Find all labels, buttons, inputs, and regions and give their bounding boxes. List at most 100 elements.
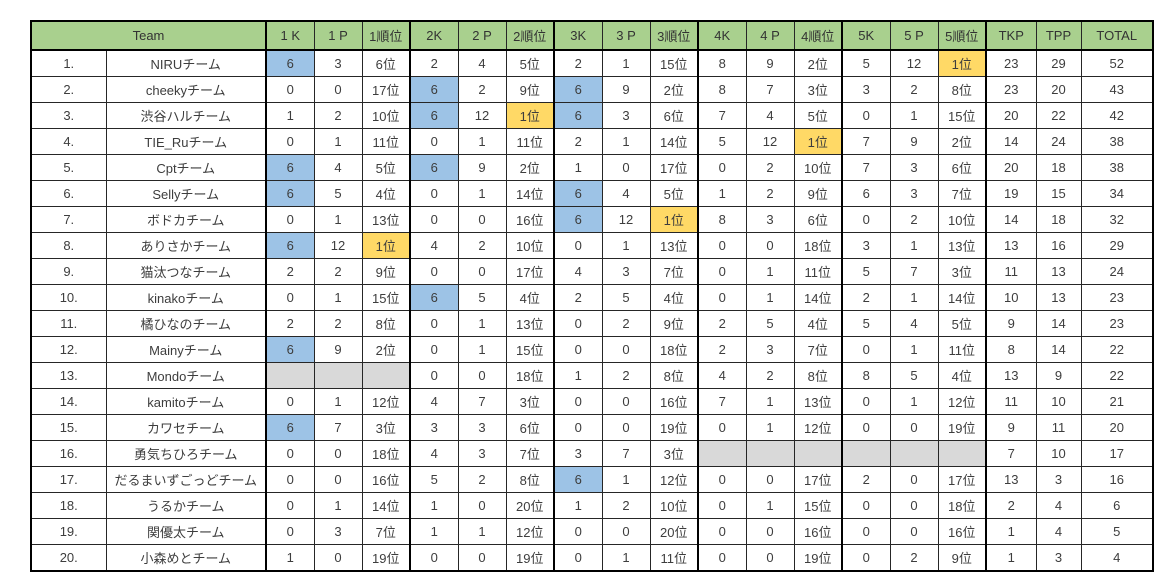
stat-cell: 7 <box>457 388 507 415</box>
stat-cell: 0 <box>457 362 507 389</box>
stat-cell: 6 <box>265 336 315 363</box>
stat-cell: 8 <box>841 362 891 389</box>
header-cell: 4順位 <box>793 20 843 51</box>
team-name-cell: カワセチーム <box>105 414 267 441</box>
stat-cell: 3位 <box>937 258 987 285</box>
stat-cell: 4 <box>553 258 603 285</box>
stat-cell: 18位 <box>361 440 411 467</box>
stat-cell: 3 <box>553 440 603 467</box>
table-row: 6. Sellyチーム 6 5 4位 0 1 14位 6 4 5位 1 2 9位 6 3 7位 19 15 34 <box>30 180 1154 207</box>
stat-cell: 15位 <box>793 492 843 519</box>
header-cell: 2順位 <box>505 20 555 51</box>
stat-cell: 0 <box>841 414 891 441</box>
stat-cell: 38 <box>1080 128 1154 155</box>
stat-cell: 3位 <box>793 76 843 103</box>
stat-cell: 0 <box>457 206 507 233</box>
team-name-cell: Cptチーム <box>105 154 267 181</box>
stat-cell: 9位 <box>793 180 843 207</box>
stat-cell: 12位 <box>361 388 411 415</box>
stat-cell: 5 <box>697 128 747 155</box>
stat-cell: 13 <box>985 466 1037 493</box>
stat-cell: 2 <box>985 492 1037 519</box>
stat-cell: 0 <box>409 544 459 572</box>
stat-cell: 1 <box>409 518 459 545</box>
stat-cell: 6 <box>1080 492 1154 519</box>
rank-cell: 1. <box>30 49 107 77</box>
stat-cell: 8 <box>697 76 747 103</box>
table-row: 2. cheekyチーム 0 0 17位 6 2 9位 6 9 2位 8 7 3位 3 2 8位 23 20 43 <box>30 76 1154 103</box>
stat-cell: 11位 <box>649 544 699 572</box>
stat-cell: 6 <box>553 180 603 207</box>
stat-cell: 0 <box>553 388 603 415</box>
stat-cell: 6 <box>265 180 315 207</box>
stat-cell: 9位 <box>937 544 987 572</box>
stat-cell: 0 <box>745 518 795 545</box>
stat-cell: 6位 <box>793 206 843 233</box>
stat-cell: 1位 <box>649 206 699 233</box>
stat-cell: 13位 <box>649 232 699 259</box>
stat-cell: 1 <box>457 128 507 155</box>
stat-cell: 17位 <box>793 466 843 493</box>
stat-cell: 1 <box>601 544 651 572</box>
stat-cell: 43 <box>1080 76 1154 103</box>
stat-cell: 4 <box>313 154 363 181</box>
stat-cell: 4 <box>697 362 747 389</box>
stat-cell: 0 <box>697 492 747 519</box>
stat-cell: 19位 <box>937 414 987 441</box>
stat-cell: 2 <box>889 206 939 233</box>
stat-cell: 14位 <box>793 284 843 311</box>
stat-cell: 14 <box>985 128 1037 155</box>
stat-cell: 8 <box>697 206 747 233</box>
stat-cell: 3 <box>601 102 651 129</box>
team-name-cell: 橘ひなのチーム <box>105 310 267 337</box>
stat-cell: 0 <box>265 76 315 103</box>
stat-cell: 1 <box>553 362 603 389</box>
rank-cell: 20. <box>30 544 107 572</box>
header-team: Team <box>30 20 267 51</box>
stat-cell: 2位 <box>505 154 555 181</box>
stat-cell: 12 <box>745 128 795 155</box>
stat-cell: 12位 <box>937 388 987 415</box>
rank-cell: 2. <box>30 76 107 103</box>
stat-cell: 6位 <box>937 154 987 181</box>
stat-cell: 13位 <box>361 206 411 233</box>
stat-cell: 14位 <box>505 180 555 207</box>
stat-cell: 1 <box>265 102 315 129</box>
stat-cell: 7 <box>985 440 1037 467</box>
stat-cell: 1 <box>745 388 795 415</box>
stat-cell: 24 <box>1035 128 1082 155</box>
stat-cell: 6 <box>265 49 315 77</box>
stat-cell: 0 <box>265 388 315 415</box>
stat-cell: 16位 <box>937 518 987 545</box>
stat-cell: 24 <box>1080 258 1154 285</box>
stat-cell: 2 <box>313 258 363 285</box>
stat-cell: 14位 <box>649 128 699 155</box>
stat-cell: 0 <box>841 518 891 545</box>
stat-cell: 12 <box>313 232 363 259</box>
stat-cell <box>841 440 891 467</box>
stat-cell: 2 <box>265 258 315 285</box>
stat-cell: 1 <box>409 492 459 519</box>
table-row: 10. kinakoチーム 0 1 15位 6 5 4位 2 5 4位 0 1 14位 2 1 14位 10 13 2… <box>30 284 1154 311</box>
stat-cell: 0 <box>697 414 747 441</box>
stat-cell: 6 <box>553 76 603 103</box>
stat-cell: 0 <box>265 492 315 519</box>
stat-cell: 9 <box>745 49 795 77</box>
stat-cell: 5 <box>841 49 891 77</box>
stat-cell: 0 <box>457 258 507 285</box>
stat-cell: 18位 <box>505 362 555 389</box>
stat-cell: 0 <box>409 180 459 207</box>
stat-cell: 15位 <box>937 102 987 129</box>
stat-cell: 4 <box>409 440 459 467</box>
stat-cell: 15位 <box>361 284 411 311</box>
stat-cell: 3 <box>841 232 891 259</box>
table-row: 12. Mainyチーム 6 9 2位 0 1 15位 0 0 18位 2 3 7位 0 1 11位 8 14 22 <box>30 336 1154 363</box>
rank-cell: 17. <box>30 466 107 493</box>
stat-cell: 0 <box>697 154 747 181</box>
rank-cell: 15. <box>30 414 107 441</box>
stat-cell: 18 <box>1035 206 1082 233</box>
stat-cell: 1 <box>601 466 651 493</box>
team-name-cell: ありさかチーム <box>105 232 267 259</box>
stat-cell: 2 <box>457 232 507 259</box>
